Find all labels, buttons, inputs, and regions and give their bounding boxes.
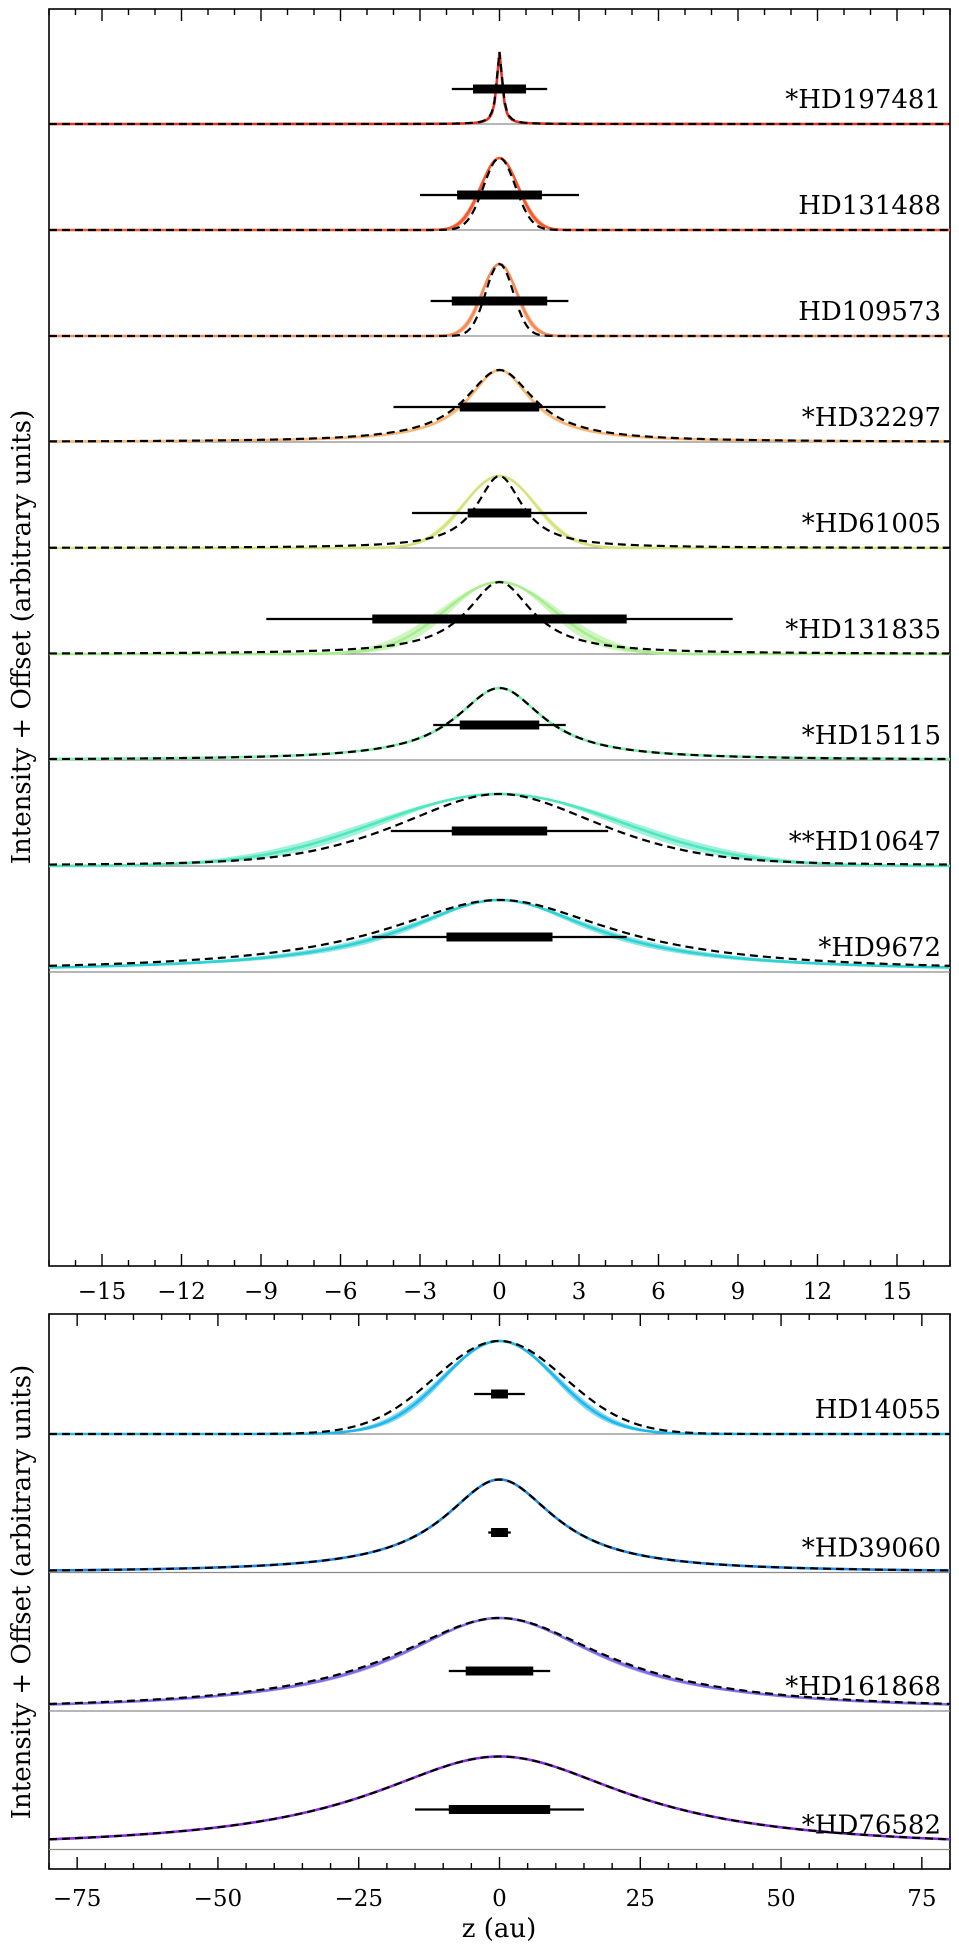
fit-curve-hd76582 (48, 1755, 951, 1841)
series-hd9672: *HD9672 (48, 898, 951, 969)
series-hd131488: HD131488 (49, 156, 950, 232)
x-tick-label-bottom: 50 (766, 1886, 795, 1912)
fit-curve-hd32297 (48, 368, 951, 443)
x-tick-label-bottom: −25 (334, 1886, 383, 1912)
x-tick-label-top: −12 (157, 1279, 206, 1305)
top-y-axis-label: Intensity + Offset (arbitrary units) (7, 410, 37, 864)
x-tick-label-top: −9 (244, 1279, 278, 1305)
fit-curve-hd109573 (49, 262, 950, 338)
series-hd61005: *HD61005 (48, 474, 951, 550)
label-hd131835: *HD131835 (785, 615, 941, 645)
fit-curve-hd161868 (48, 1616, 951, 1705)
label-hd76582: *HD76582 (802, 1811, 941, 1841)
label-hd109573: HD109573 (798, 297, 941, 327)
panel-bottom: HD14055*HD39060*HD161868*HD76582 −75 −50−… (7, 1313, 951, 1944)
label-hd32297: *HD32297 (802, 403, 941, 433)
fit-curve-hd9672 (48, 898, 951, 967)
fit-curve-hd131835 (49, 580, 950, 655)
series-hd161868: *HD161868 (48, 1616, 951, 1706)
x-tick-label-top: 3 (572, 1279, 587, 1305)
label-hd197481: *HD197481 (785, 85, 941, 115)
x-tick-label-bottom: 25 (626, 1886, 655, 1912)
fit-curve-hd61005 (48, 474, 951, 549)
x-tick-label-top: 15 (882, 1279, 911, 1305)
fit-curve-hd15115 (48, 686, 951, 761)
panel-top: *HD197481 HD131488 HD109573 *HD32297 *HD6100… (7, 8, 951, 1305)
series-hd15115: *HD15115 (48, 686, 951, 761)
series-hd39060: *HD39060 (48, 1478, 951, 1572)
series-hd14055: HD14055 (49, 1339, 950, 1436)
x-tick-label-bottom: 75 (907, 1886, 936, 1912)
x-tick-label-top: 12 (803, 1279, 832, 1305)
label-hd9672: *HD9672 (818, 933, 941, 963)
label-hd10647: **HD10647 (789, 827, 941, 857)
series-hd32297: *HD32297 (48, 368, 951, 443)
x-tick-label-top: −3 (403, 1279, 437, 1305)
x-tick-label-top: 0 (492, 1279, 507, 1305)
x-tick-label-bottom: −75 (53, 1886, 102, 1912)
fit-curve-hd10647 (48, 792, 951, 866)
fit-curve-hd197481 (49, 51, 950, 126)
bottom-baselines (49, 1433, 950, 1851)
top-ticks: −15 −12 −9 −6 −3 0 3 6 9 12 15 (48, 9, 951, 1305)
bottom-ticks: −75 −50 −25 0 25 50 75 (48, 1314, 951, 1912)
x-tick-label-top: −6 (324, 1279, 358, 1305)
x-tick-label-bottom: −50 (194, 1886, 243, 1912)
series-hd131835: *HD131835 (49, 580, 950, 656)
x-tick-label-top: 9 (731, 1279, 746, 1305)
label-hd131488: HD131488 (798, 191, 941, 221)
x-axis-label: z (au) (462, 1914, 537, 1944)
fit-curve-hd39060 (48, 1478, 951, 1572)
x-tick-label-bottom: 0 (492, 1886, 507, 1912)
label-hd14055: HD14055 (815, 1395, 941, 1425)
fit-curve-hd14055 (49, 1339, 950, 1436)
series-hd109573: HD109573 (49, 262, 950, 338)
series-hd10647: **HD10647 (48, 792, 951, 868)
x-tick-label-top: −15 (78, 1279, 127, 1305)
label-hd39060: *HD39060 (802, 1534, 941, 1564)
bottom-y-axis-label: Intensity + Offset (arbitrary units) (7, 1365, 37, 1819)
bottom-series: HD14055 *HD39060 *HD161868 *HD76582 (48, 1339, 951, 1841)
series-hd197481: *HD197481 (49, 51, 950, 126)
label-hd15115: *HD15115 (802, 721, 941, 751)
fit-curve-hd131488 (49, 156, 950, 232)
series-hd76582: *HD76582 (48, 1755, 951, 1841)
top-series: *HD197481 HD131488 HD109573 *HD32297 *HD6100… (48, 51, 951, 969)
label-hd161868: *HD161868 (785, 1672, 941, 1702)
x-tick-label-top: 6 (651, 1279, 666, 1305)
label-hd61005: *HD61005 (802, 509, 941, 539)
